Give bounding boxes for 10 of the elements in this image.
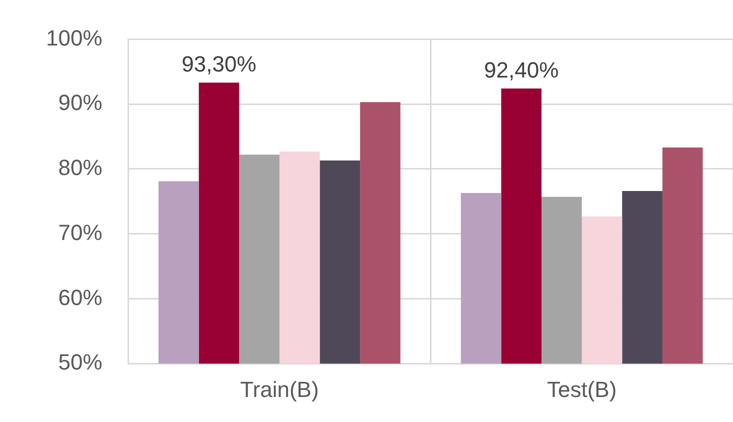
y-tick-label: 50% (58, 350, 102, 375)
y-tick-label: 60% (58, 284, 102, 310)
x-tick-label: Train(B) (240, 376, 319, 402)
x-tick-label: Test(B) (546, 376, 617, 402)
y-tick-label: 90% (58, 90, 102, 116)
data-label: 92,40% (484, 58, 559, 83)
y-tick-label: 80% (58, 155, 102, 180)
y-tick-label: 100% (46, 25, 102, 50)
y-tick-label: 70% (58, 220, 102, 245)
data-label: 93,30% (182, 52, 256, 77)
